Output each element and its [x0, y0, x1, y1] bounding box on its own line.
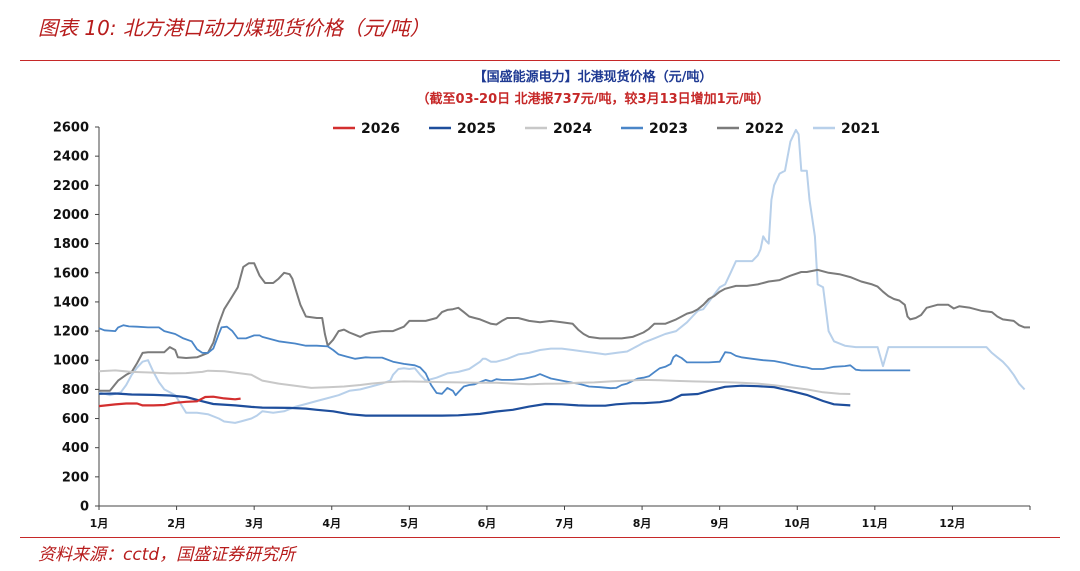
y-tick-label: 2600 — [53, 121, 89, 136]
x-tick-label: 11月 — [862, 517, 888, 530]
series-group — [98, 128, 1030, 424]
legend-label-2026: 2026 — [361, 121, 400, 137]
y-tick-label: 1400 — [53, 295, 89, 310]
chart-title: 【国盛能源电力】北港现货价格（元/吨） — [474, 69, 713, 85]
bottom-rule — [20, 537, 1060, 538]
legend-label-2025: 2025 — [457, 121, 496, 137]
legend: 2026 2025 2024 2023 2022 2021 — [333, 121, 880, 137]
x-tick-label: 7月 — [555, 517, 574, 530]
x-tick-label: 9月 — [710, 517, 729, 530]
top-rule — [20, 60, 1060, 61]
x-tick-label: 1月 — [90, 517, 109, 530]
x-tick-label: 5月 — [400, 517, 419, 530]
x-tick-label: 10月 — [784, 517, 810, 530]
legend-label-2023: 2023 — [649, 121, 688, 137]
x-tick-label: 12月 — [939, 517, 965, 530]
y-tick-label: 800 — [62, 383, 89, 398]
series-line-2022 — [99, 262, 1030, 392]
series-line-2023 — [98, 324, 911, 397]
series-line-2025 — [98, 384, 851, 417]
figure-title: 图表 10: 北方港口动力煤现货价格（元/吨） — [38, 16, 430, 40]
y-tick-label: 2200 — [53, 179, 89, 194]
legend-label-2022: 2022 — [745, 121, 784, 137]
y-tick-label: 400 — [62, 441, 89, 456]
y-tick-label: 2400 — [53, 150, 89, 165]
x-tick-label: 3月 — [245, 517, 264, 530]
legend-label-2021: 2021 — [841, 121, 880, 137]
y-tick-label: 1600 — [53, 266, 89, 281]
y-tick-label: 600 — [62, 412, 89, 427]
series-line-2026 — [98, 395, 241, 408]
x-tick-label: 6月 — [478, 517, 497, 530]
y-tick-label: 2000 — [53, 208, 89, 223]
x-tick-label: 4月 — [322, 517, 341, 530]
series-line-2024 — [98, 369, 851, 395]
x-tick-label: 8月 — [633, 517, 652, 530]
y-tick-label: 1200 — [53, 325, 89, 340]
y-tick-label: 1800 — [53, 237, 89, 252]
y-tick-label: 200 — [62, 470, 89, 485]
chart-subtitle: （截至03-20日 北港报737元/吨，较3月13日增加1元/吨） — [417, 91, 770, 107]
x-tick-label: 2月 — [167, 517, 186, 530]
y-tick-label: 0 — [80, 500, 89, 515]
axes: 0 200 400 600 800 1000 1200 1400 1600 1800 2000 220… — [53, 121, 1031, 530]
source-note: 资料来源：cctd，国盛证券研究所 — [38, 545, 296, 565]
y-tick-label: 1000 — [53, 354, 89, 369]
legend-label-2024: 2024 — [553, 121, 592, 137]
series-line-2021 — [98, 128, 1026, 424]
